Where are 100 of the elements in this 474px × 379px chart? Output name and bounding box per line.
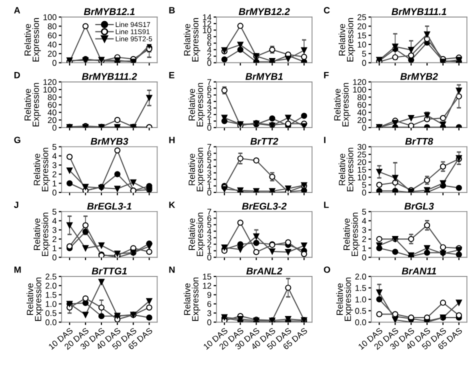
y-tick-label: 12 — [202, 20, 212, 27]
y-axis-title: Relative Expression — [334, 83, 350, 126]
chart-title: BrAN11 — [402, 268, 436, 274]
y-tick-label: 10 — [358, 174, 366, 180]
text: K — [169, 202, 176, 208]
y-tick-label: 3 — [207, 310, 212, 316]
y-tick-label: 60 — [48, 32, 56, 38]
y-tick-label: 6 — [207, 40, 212, 46]
y-tick-label: 2.5 — [46, 274, 56, 280]
y-tick-label: 7 — [207, 79, 212, 85]
y-tick-label: 6 — [207, 301, 212, 307]
y-tick-label: 0 — [52, 124, 56, 131]
y-tick-label: 4 — [362, 218, 366, 224]
y-tick-label: 0 — [362, 60, 366, 66]
y-tick-label: 0 — [362, 124, 366, 131]
text: F — [324, 72, 329, 78]
y-axis-title: Relative Expression — [26, 278, 44, 321]
y-tick-label: 1 — [208, 118, 212, 124]
y-tick-label: 80 — [48, 23, 56, 30]
chart-title: BrTTG1 — [92, 268, 127, 274]
y-tick-label: 40 — [48, 42, 56, 48]
y-tick-label: 20 — [358, 117, 366, 124]
y-tick-label: 1 — [52, 180, 56, 186]
text: N — [169, 266, 175, 273]
y-tick-label: 0.0 — [355, 319, 366, 326]
y-tick-label: 0 — [52, 60, 56, 66]
y-tick-label: 9 — [207, 292, 212, 298]
y-tick-label: 3 — [207, 170, 212, 176]
chart-title: BrTT2 — [250, 138, 278, 145]
y-tick-label: 0.0 — [46, 319, 56, 326]
text: H — [169, 136, 175, 144]
y-tick-label: 1.5 — [46, 292, 56, 298]
y-tick-label: 60 — [358, 102, 366, 108]
y-axis-title: Relative Expression — [338, 148, 356, 192]
y-axis-title: Relative Expression — [24, 18, 41, 62]
chart-title: BrANL2 — [246, 268, 282, 274]
y-axis-title: Relative Expression — [338, 18, 356, 62]
y-tick-label: 3 — [52, 227, 56, 233]
y-tick-label: 0 — [362, 254, 366, 260]
y-tick-label: 80 — [358, 94, 366, 100]
y-tick-label: 4 — [52, 218, 57, 224]
y-tick-label: 0 — [52, 254, 56, 260]
chart-title: BrGL3 — [404, 202, 434, 210]
y-tick-label: 2 — [362, 236, 366, 242]
y-tick-label: 1.0 — [46, 301, 56, 307]
y-tick-label: 100 — [353, 86, 366, 93]
chart-title: BrMYB2 — [400, 73, 438, 80]
y-tick-label: 20 — [358, 23, 366, 30]
text: I — [324, 136, 326, 144]
chart-title: BrMYB111.2 — [82, 73, 137, 80]
y-tick-label: 3 — [52, 162, 56, 168]
y-tick-label: 12 — [202, 282, 212, 289]
y-tick-label: 2 — [52, 236, 56, 242]
chart-title: BrTT8 — [405, 138, 434, 145]
chart-title: BrEGL3-1 — [87, 202, 132, 210]
text: C — [324, 7, 330, 14]
y-tick-label: 5 — [362, 182, 366, 188]
y-tick-label: 6 — [207, 215, 212, 222]
chart-title: BrMYB1 — [246, 73, 283, 80]
y-tick-label: 4 — [207, 98, 212, 105]
y-tick-label: 5 — [207, 157, 212, 163]
y-tick-label: 20 — [48, 50, 56, 57]
y-tick-label: 14 — [202, 14, 212, 20]
y-tick-label: 0 — [207, 60, 212, 66]
chart-title: BrEGL3-2 — [242, 202, 287, 210]
y-tick-label: 20 — [48, 117, 56, 124]
y-tick-label: 0 — [207, 124, 212, 131]
y-tick-label: 1.0 — [356, 296, 366, 302]
y-tick-label: 2 — [207, 176, 212, 182]
y-tick-label: 1 — [208, 183, 212, 189]
text: E — [169, 72, 174, 78]
y-tick-label: 0 — [207, 254, 212, 260]
y-tick-label: 4 — [207, 46, 212, 53]
y-tick-label: 30 — [357, 144, 366, 150]
y-tick-label: 10 — [358, 42, 366, 48]
y-tick-label: 6 — [207, 86, 212, 92]
y-tick-label: 100 — [43, 86, 56, 93]
text: J — [14, 202, 18, 208]
y-tick-label: 40 — [48, 110, 56, 116]
text: D — [14, 72, 20, 78]
y-tick-label: 1 — [362, 245, 366, 252]
y-axis-title: Relative Expression — [34, 212, 50, 256]
y-tick-label: 120 — [353, 79, 366, 86]
y-tick-label: 10 — [202, 27, 212, 34]
text: L — [324, 202, 329, 208]
y-tick-label: 4 — [52, 153, 57, 159]
y-axis-title: Relative Expression — [336, 278, 353, 321]
y-tick-label: 6 — [207, 150, 212, 156]
y-tick-label: 40 — [357, 110, 366, 116]
y-tick-label: 4 — [207, 164, 212, 170]
text: B — [169, 7, 175, 14]
y-tick-label: 1.5 — [356, 285, 366, 291]
y-tick-label: 5 — [207, 222, 212, 228]
y-axis-title: Relative Expression — [34, 148, 50, 192]
y-tick-label: 15 — [202, 274, 212, 280]
y-tick-label: 25 — [358, 152, 366, 158]
y-tick-label: 0 — [207, 190, 212, 196]
chart-title: BrMYB111.1 — [392, 8, 446, 15]
y-tick-label: 7 — [207, 144, 212, 150]
y-axis-title: Relative Expression — [188, 83, 205, 126]
